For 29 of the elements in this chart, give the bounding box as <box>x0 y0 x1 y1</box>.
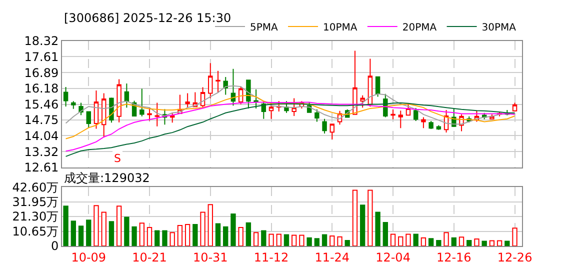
x-tick-label: 10-09 <box>71 250 106 264</box>
y-tick-label: 10.65万 <box>12 224 59 238</box>
y-tick-label: 16.18 <box>24 82 59 96</box>
y-tick-label: 12.61 <box>24 160 59 174</box>
y-tick-label: 0 <box>50 239 59 254</box>
chart-title: 成交量:129032 <box>64 171 150 185</box>
y-tick-label: 14.75 <box>24 113 59 128</box>
legend-label: 10PMA <box>323 22 358 34</box>
annotation: S <box>114 152 121 165</box>
y-tick-label: 21.30万 <box>12 210 59 224</box>
legend-label: 5PMA <box>250 22 278 34</box>
y-tick-label: 16.89 <box>24 66 59 80</box>
x-tick-label: 12-04 <box>376 250 410 264</box>
y-tick-label: 42.60万 <box>12 180 59 194</box>
y-tick-label: 14.04 <box>24 128 59 143</box>
y-tick-label: 18.32 <box>24 34 59 48</box>
y-tick-label: 15.46 <box>24 97 59 112</box>
x-tick-label: 12-16 <box>436 250 472 264</box>
legend-label: 20PMA <box>402 22 437 34</box>
y-tick-label: 17.61 <box>24 50 59 64</box>
x-tick-label: 11-12 <box>254 250 289 264</box>
x-tick-label: 10-31 <box>192 250 228 264</box>
legend-label: 30PMA <box>482 22 516 34</box>
x-tick-label: 12-26 <box>497 250 532 264</box>
y-tick-label: 31.95万 <box>12 194 59 209</box>
x-tick-label: 11-24 <box>314 250 350 264</box>
y-tick-label: 13.32 <box>24 144 59 159</box>
x-tick-label: 10-21 <box>132 250 167 264</box>
chart-title: [300686] 2025-12-26 15:30 <box>64 11 232 25</box>
